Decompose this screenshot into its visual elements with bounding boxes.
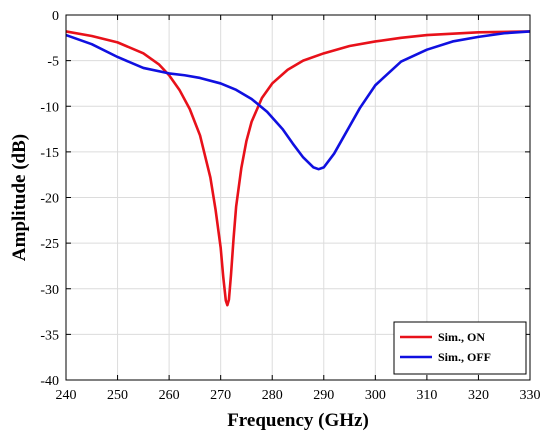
y-axis-label: Amplitude (dB) [9, 134, 30, 261]
x-tick-labels: 240 250 260 270 280 290 300 310 320 330 [56, 388, 541, 403]
y-tick-label: -5 [47, 55, 59, 70]
y-tick-label: -40 [40, 374, 59, 389]
series-line-1 [65, 30, 531, 171]
legend-label-1: Sim., OFF [438, 350, 491, 364]
y-tick-label: 0 [52, 9, 59, 24]
x-axis-label: Frequency (GHz) [227, 410, 369, 431]
y-tick-label: -15 [40, 146, 59, 161]
x-tick-label: 310 [416, 388, 437, 403]
x-tick-label: 320 [468, 388, 489, 403]
x-tick-label: 300 [365, 388, 386, 403]
y-tick-label: -30 [40, 283, 59, 298]
x-tick-label: 270 [210, 388, 231, 403]
legend: Sim., ON Sim., OFF [393, 321, 527, 375]
legend-box [393, 321, 527, 375]
tick-marks [65, 14, 531, 381]
x-tick-label: 250 [107, 388, 128, 403]
y-tick-label: -25 [40, 237, 59, 252]
x-tick-label: 330 [520, 388, 541, 403]
y-tick-labels: 0 -5 -10 -15 -20 -25 -30 -35 -40 [40, 9, 59, 389]
series-layer [65, 30, 531, 307]
y-tick-label: -10 [40, 100, 59, 115]
x-tick-label: 280 [262, 388, 283, 403]
x-tick-label: 290 [313, 388, 334, 403]
series-line-0 [65, 30, 531, 307]
y-tick-label: -35 [40, 328, 59, 343]
legend-label-0: Sim., ON [438, 330, 485, 344]
y-tick-label: -20 [40, 192, 59, 207]
x-tick-label: 260 [159, 388, 180, 403]
x-tick-label: 240 [56, 388, 77, 403]
